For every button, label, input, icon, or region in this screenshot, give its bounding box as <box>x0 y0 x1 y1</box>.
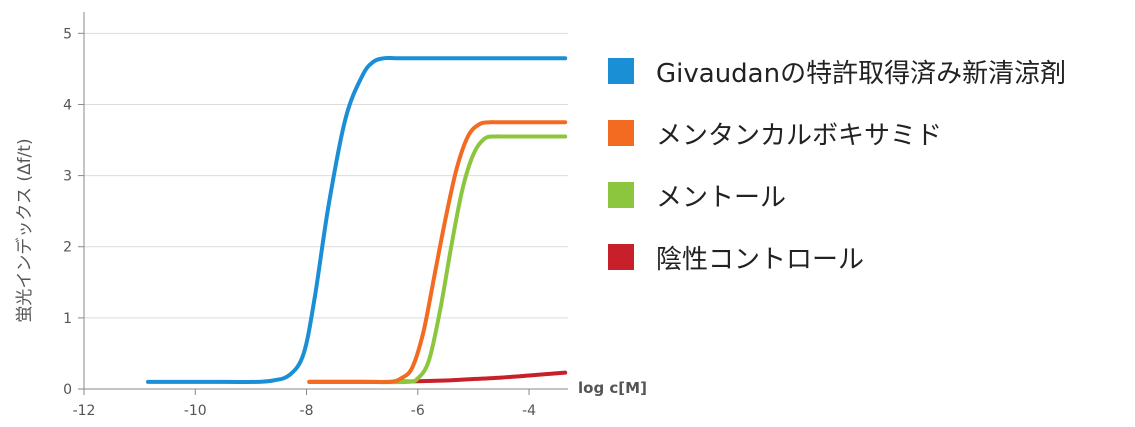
legend-swatch-menthane-carboxamide <box>608 120 634 146</box>
y-tick-label: 5 <box>63 26 72 42</box>
series-line-menthane-carboxamide <box>307 120 568 385</box>
y-tick-label: 4 <box>63 97 72 113</box>
legend-item-menthane-carboxamide: メンタンカルボキサミド <box>608 102 1066 164</box>
series-line-givaudan <box>146 55 568 384</box>
legend-label-givaudan: Givaudanの特許取得済み新清涼剤 <box>656 58 1067 89</box>
y-tick-label: 2 <box>63 240 72 256</box>
legend-label-menthol: メントール <box>656 182 787 213</box>
axes: 0 1 2 3 4 5 -12 -10 -8 -6 -4 <box>63 12 568 419</box>
series-lines <box>146 55 568 385</box>
x-tick-label: -12 <box>73 403 96 419</box>
x-tick-label: -4 <box>522 403 536 419</box>
y-axis-label: 蛍光インデックス (Δf/t) <box>14 138 35 322</box>
legend-item-menthol: メントール <box>608 164 1066 226</box>
legend-item-negative-control: 陰性コントロール <box>608 226 1066 288</box>
x-tick-label: -8 <box>300 403 314 419</box>
y-tick-label: 3 <box>63 169 72 185</box>
legend-swatch-menthol <box>608 182 634 208</box>
x-tick-label: -10 <box>184 403 207 419</box>
y-tick-label: 1 <box>63 311 72 327</box>
legend-label-negative-control: 陰性コントロール <box>656 244 865 275</box>
x-axis-label: log c[M] <box>578 379 647 397</box>
x-tick-label: -6 <box>411 403 425 419</box>
series-line-menthol <box>307 134 568 385</box>
legend-swatch-givaudan <box>608 58 634 84</box>
grid <box>84 32 568 319</box>
legend-label-menthane-carboxamide: メンタンカルボキサミド <box>656 120 943 151</box>
y-tick-label: 0 <box>63 382 72 398</box>
legend-item-givaudan: Givaudanの特許取得済み新清涼剤 <box>608 40 1066 102</box>
legend-swatch-negative-control <box>608 244 634 270</box>
legend: Givaudanの特許取得済み新清涼剤 メンタンカルボキサミド メントール 陰性… <box>608 40 1066 288</box>
